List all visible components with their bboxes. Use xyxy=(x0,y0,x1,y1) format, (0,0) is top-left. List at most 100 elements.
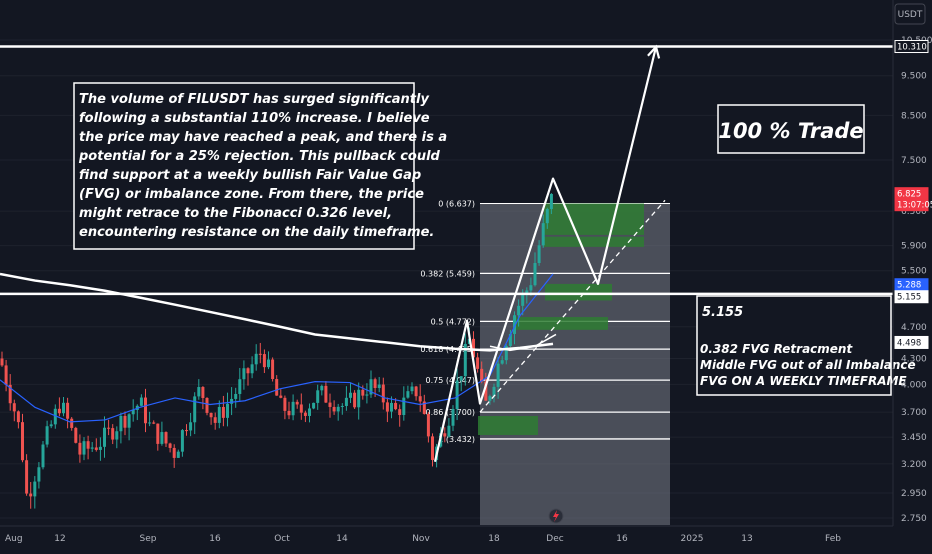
level-note[interactable]: 5.155 0.382 FVG Retracment Middle FVG ou… xyxy=(696,295,916,396)
price-tick: 6.500 xyxy=(901,207,927,217)
candle xyxy=(373,379,377,388)
candle xyxy=(90,447,94,449)
candle xyxy=(529,285,533,291)
candle xyxy=(160,432,164,444)
candle xyxy=(86,441,90,449)
fib-level-label: 0.618 (4.415) xyxy=(420,345,475,354)
currency-button[interactable] xyxy=(894,3,926,25)
price-tick: 4.700 xyxy=(901,323,927,333)
time-tick: Sep xyxy=(140,534,157,544)
candle xyxy=(476,357,480,369)
analysis-note[interactable]: The volume of FILUSDT has surged signifi… xyxy=(73,82,447,250)
candle xyxy=(29,493,33,497)
candle xyxy=(21,422,24,461)
candle xyxy=(480,368,484,382)
analysis-line: potential for a 25% rejection. This pull… xyxy=(78,149,441,164)
candle xyxy=(131,409,135,415)
time-tick: 14 xyxy=(336,534,348,544)
fib-level-label: 0.5 (4.772) xyxy=(431,317,475,326)
candle xyxy=(414,386,418,397)
lightning-icon[interactable] xyxy=(548,508,564,524)
candle xyxy=(521,293,525,306)
fib-level-label: 1 (3.432) xyxy=(438,435,475,444)
analysis-line: The volume of FILUSDT has surged signifi… xyxy=(79,92,429,107)
candle xyxy=(217,406,221,423)
projection xyxy=(433,44,666,462)
candle xyxy=(275,379,279,396)
candle xyxy=(340,405,344,407)
candle xyxy=(66,402,70,419)
candle xyxy=(127,414,131,428)
candle xyxy=(8,384,12,404)
candles xyxy=(0,193,553,509)
candle xyxy=(320,385,324,391)
candle xyxy=(82,441,86,455)
candle xyxy=(189,422,193,431)
candle xyxy=(496,363,500,387)
trade-badge[interactable]: 100 % Trade xyxy=(717,104,865,154)
candle xyxy=(193,396,197,423)
analysis-box xyxy=(73,82,415,250)
candle xyxy=(459,376,463,381)
candle xyxy=(230,398,234,404)
candle xyxy=(513,315,516,334)
candle xyxy=(4,365,8,385)
candle xyxy=(344,397,348,406)
candle xyxy=(357,389,361,408)
time-tick: Dec xyxy=(546,534,563,544)
price-tick: 4.300 xyxy=(901,355,927,365)
price-tick: 3.200 xyxy=(901,460,927,470)
candle xyxy=(443,433,447,437)
price-tick: 8.500 xyxy=(901,111,927,121)
candle xyxy=(398,409,402,415)
candle xyxy=(541,223,545,246)
candle xyxy=(549,193,553,210)
candle xyxy=(250,364,254,374)
analysis-line: encountering resistance on the daily tim… xyxy=(79,225,434,240)
candle xyxy=(508,333,512,346)
candle xyxy=(299,404,303,413)
candle xyxy=(418,396,422,402)
price-label-box xyxy=(894,290,929,304)
time-tick: Aug xyxy=(5,534,23,544)
candle xyxy=(12,403,16,412)
analysis-line: the price may have reached a peak, and t… xyxy=(79,130,447,145)
ma-slow-line xyxy=(0,272,554,352)
candle xyxy=(451,408,455,426)
candle xyxy=(258,353,262,355)
price-axis[interactable]: USDT 10.5009.5008.5007.5006.5005.9005.50… xyxy=(892,0,932,526)
candle xyxy=(316,390,320,403)
level-line: FVG ON A WEEKLY TIMEFRAME xyxy=(700,374,907,388)
price-label: 5.288 xyxy=(897,281,921,291)
candle xyxy=(283,397,287,411)
time-axis[interactable]: Aug 12 Sep 16 Oct 14 Nov 18 Dec 16 2025 13 Feb xyxy=(0,525,893,544)
candle xyxy=(152,422,156,424)
price-tick: 2.950 xyxy=(901,489,927,499)
candle xyxy=(98,446,102,450)
candle xyxy=(328,402,332,407)
price-label: 6.825 xyxy=(897,190,921,200)
fib-level-label: 0.75 (4.047) xyxy=(426,376,476,385)
level-line: Middle FVG out of all Imbalance xyxy=(700,358,916,372)
candle xyxy=(164,432,168,444)
level-box xyxy=(696,295,892,396)
price-label-box xyxy=(894,335,929,349)
candle xyxy=(365,394,369,396)
time-ticks: Aug 12 Sep 16 Oct 14 Nov 18 Dec 16 2025 13 Feb xyxy=(5,534,841,544)
candle xyxy=(504,345,508,361)
candle xyxy=(349,392,352,398)
candle xyxy=(156,423,160,444)
price-label: 10.310 xyxy=(897,43,927,53)
price-tick: 9.500 xyxy=(901,72,927,82)
candle xyxy=(431,436,434,460)
candle xyxy=(246,368,250,374)
candle xyxy=(172,447,176,458)
fvg-zone xyxy=(544,236,644,247)
candle xyxy=(201,387,205,398)
candle xyxy=(303,412,307,416)
price-label: 5.155 xyxy=(897,293,921,303)
candle xyxy=(168,443,172,448)
